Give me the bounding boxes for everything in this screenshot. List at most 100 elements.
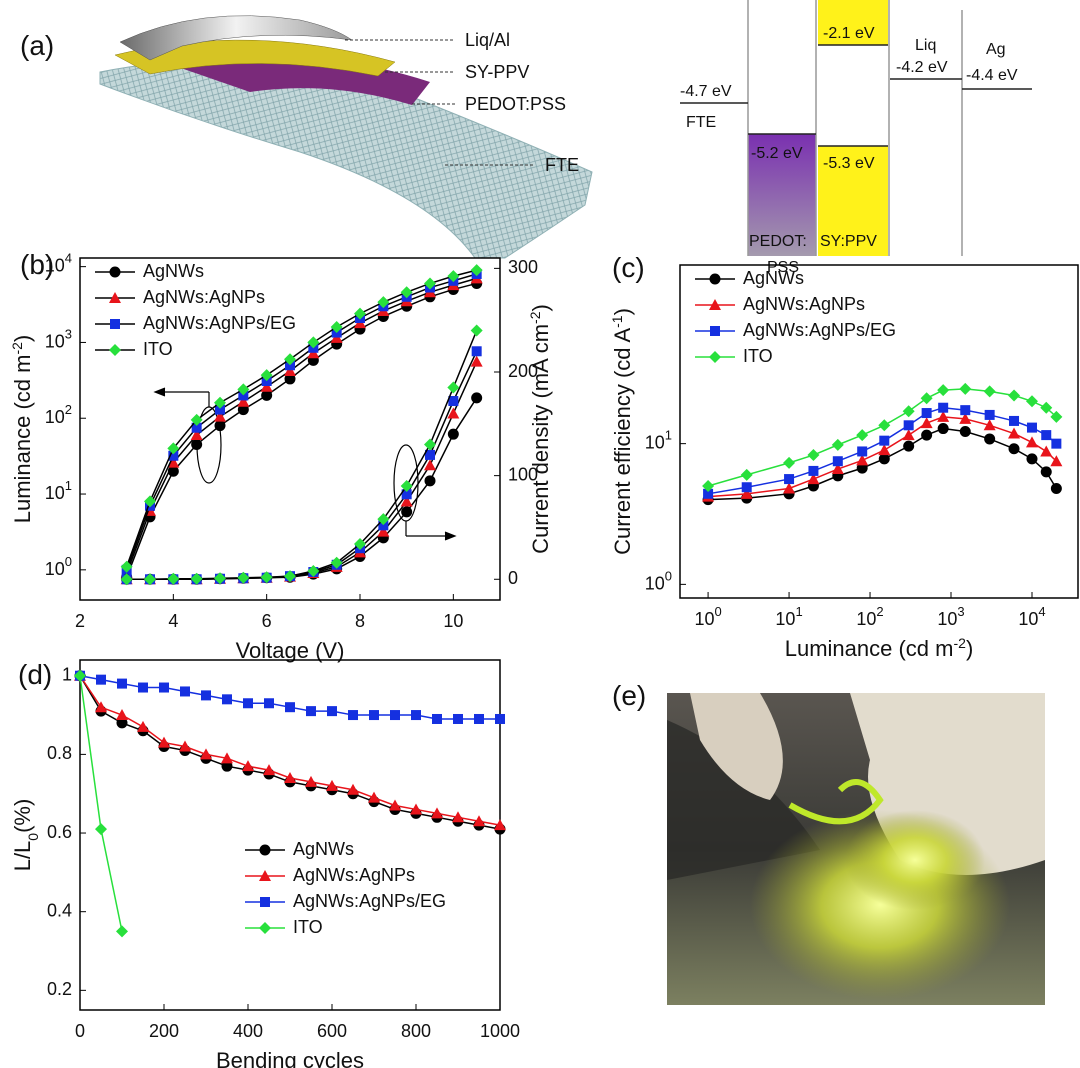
marker <box>307 564 320 577</box>
marker <box>807 473 820 485</box>
marker <box>808 465 819 476</box>
marker <box>400 480 413 492</box>
tick-label: 0 <box>508 568 518 588</box>
marker <box>377 296 390 309</box>
marker <box>400 495 413 507</box>
marker <box>878 453 890 465</box>
legend-label: AgNWs:AgNPs/EG <box>743 320 896 340</box>
layer-label: FTE <box>545 155 579 175</box>
marker <box>984 433 996 445</box>
axis-label-part: Current efficiency (cd A <box>610 328 635 555</box>
tick-base: 10 <box>856 609 876 629</box>
marker <box>920 417 933 429</box>
axis-label-part: Bending cycles <box>216 1048 364 1068</box>
marker <box>214 396 226 409</box>
marker <box>261 389 273 401</box>
marker <box>902 429 915 441</box>
marker <box>167 572 180 585</box>
tick-label: 8 <box>355 611 365 631</box>
tick-label: 10 <box>443 611 463 631</box>
marker <box>783 482 796 494</box>
axis-label-part: ) <box>966 636 973 661</box>
marker <box>703 488 714 499</box>
marker <box>473 815 485 827</box>
tick-label: 0.2 <box>47 979 72 999</box>
marker <box>260 369 273 382</box>
tick-exp: 1 <box>665 428 672 443</box>
tick-exp: 0 <box>65 554 72 569</box>
marker <box>937 423 949 435</box>
tick-base: 10 <box>937 609 957 629</box>
marker <box>214 572 226 585</box>
tick-label: 100 <box>45 554 72 579</box>
marker <box>326 779 338 791</box>
marker <box>959 412 972 424</box>
legend-marker <box>259 844 271 856</box>
axis-label-part: L/L <box>10 841 35 872</box>
marker <box>1050 455 1063 467</box>
marker <box>448 396 459 407</box>
marker <box>937 410 950 422</box>
tick-label: 600 <box>317 1021 347 1041</box>
marker <box>95 823 107 836</box>
marker <box>452 811 464 823</box>
marker <box>238 390 249 401</box>
legend-label: AgNWs:AgNPs/EG <box>293 891 446 911</box>
marker <box>144 573 156 586</box>
marker <box>285 702 295 713</box>
tick-label: 6 <box>262 611 272 631</box>
marker <box>96 674 106 685</box>
legend-marker <box>109 292 121 303</box>
marker <box>168 450 179 461</box>
marker <box>95 701 107 713</box>
marker <box>167 456 180 468</box>
marker <box>237 383 250 396</box>
tick-label: 101 <box>45 478 72 503</box>
energy-label: -4.2 eV <box>896 59 948 76</box>
annotation <box>153 387 457 541</box>
marker <box>378 520 389 531</box>
marker <box>401 489 412 500</box>
marker <box>307 336 320 349</box>
tick-label: 800 <box>401 1021 431 1041</box>
marker <box>431 807 443 819</box>
marker <box>921 408 932 419</box>
legend-label: AgNWs:AgNPs <box>743 294 865 314</box>
marker <box>902 405 915 418</box>
axis-label-part: ) <box>610 308 635 315</box>
marker <box>857 446 868 457</box>
marker <box>432 713 442 724</box>
marker <box>167 442 180 455</box>
marker <box>447 428 459 440</box>
marker <box>158 736 170 748</box>
tick-label: 0.8 <box>47 743 72 763</box>
tick-label: 100 <box>508 464 538 484</box>
marker <box>807 449 820 462</box>
marker <box>1040 466 1052 478</box>
marker <box>959 382 972 395</box>
axis-label: Bending cycles <box>216 1048 364 1068</box>
tick-label: 4 <box>168 611 178 631</box>
marker <box>377 525 390 537</box>
panel-label: (b) <box>20 249 54 280</box>
tick-label: 0.6 <box>47 822 72 842</box>
energy-label: Ag <box>986 41 1006 58</box>
marker <box>921 429 933 441</box>
tick-label: 103 <box>45 326 72 351</box>
marker <box>117 678 127 689</box>
marker <box>903 420 914 431</box>
energy-label: -4.4 eV <box>966 67 1018 84</box>
marker <box>453 713 463 724</box>
marker <box>411 710 421 721</box>
series-line <box>126 397 478 581</box>
marker <box>190 572 203 585</box>
marker <box>401 506 413 518</box>
marker <box>1026 422 1037 433</box>
marker <box>983 419 996 431</box>
tick-label: 104 <box>45 251 72 276</box>
series-line <box>125 277 477 574</box>
legend-label: AgNWs <box>143 261 204 281</box>
marker <box>741 482 752 493</box>
legend-marker <box>710 326 720 336</box>
tick-label: 2 <box>75 611 85 631</box>
